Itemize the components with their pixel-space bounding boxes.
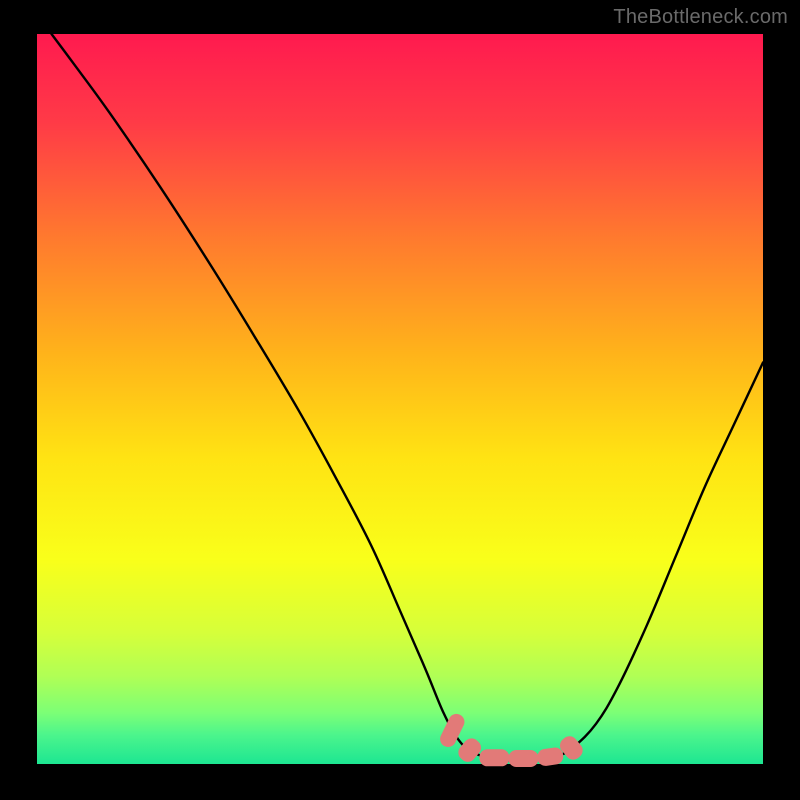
flat-marker [536, 746, 564, 766]
chart-curve-layer [37, 34, 763, 764]
chart-plot-area [37, 34, 763, 764]
flat-marker [508, 750, 538, 767]
flat-marker [479, 749, 509, 766]
attribution-text: TheBottleneck.com [613, 6, 788, 29]
flat-region-markers [437, 711, 586, 767]
bottleneck-curve [52, 34, 763, 760]
